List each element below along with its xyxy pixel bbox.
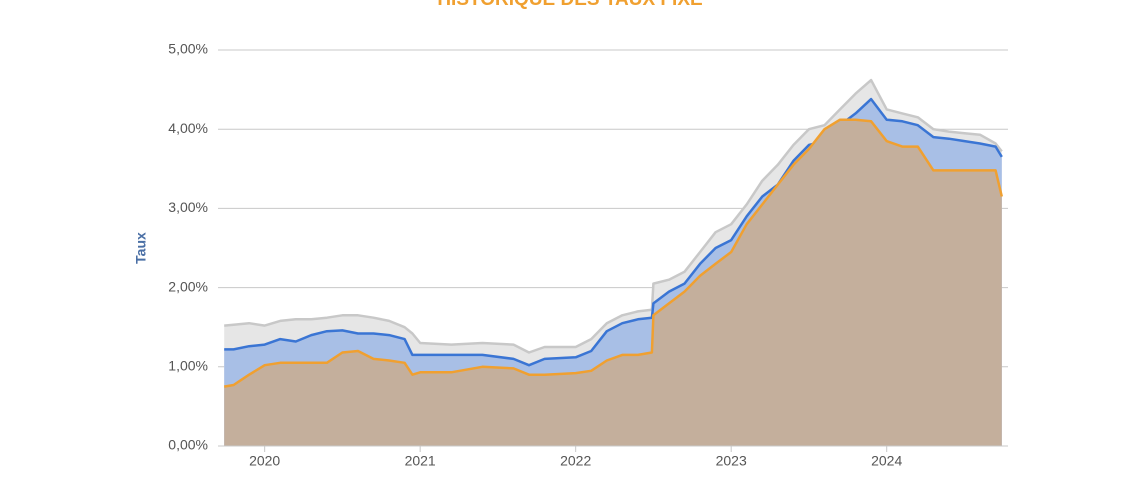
x-tick-label: 2024 — [871, 453, 902, 469]
y-tick-label: 2,00% — [168, 278, 208, 294]
y-tick-label: 0,00% — [168, 437, 208, 453]
y-tick-label: 4,00% — [168, 120, 208, 136]
x-tick-label: 2021 — [405, 453, 436, 469]
y-tick-label: 1,00% — [168, 358, 208, 374]
y-axis-label: Taux — [133, 232, 149, 264]
y-tick-label: 3,00% — [168, 199, 208, 215]
series-line — [223, 118, 1004, 388]
series-area — [224, 119, 1002, 446]
chart-title: HISTORIQUE DES TAUX FIXE — [437, 0, 702, 10]
y-tick-label: 5,00% — [168, 41, 208, 57]
x-tick-label: 2023 — [716, 453, 747, 469]
x-tick-label: 2020 — [249, 453, 280, 469]
series-line — [224, 78, 1003, 354]
x-tick-label: 2022 — [560, 453, 591, 469]
series-line — [224, 97, 1003, 367]
